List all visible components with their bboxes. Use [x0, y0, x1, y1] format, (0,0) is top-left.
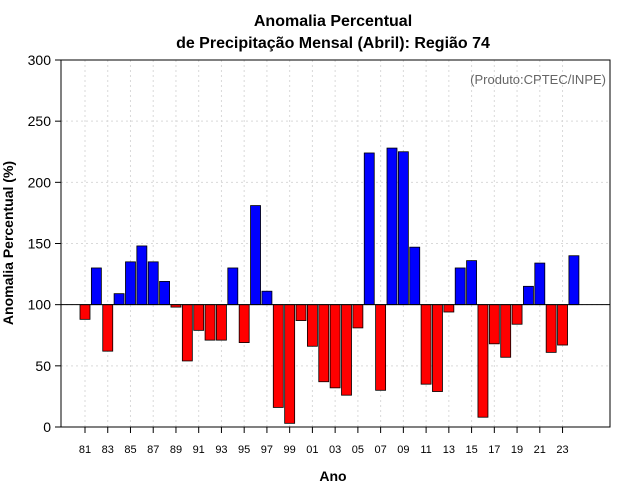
bar-96: [250, 205, 261, 306]
bar-82: [90, 267, 102, 306]
bars-group: [79, 147, 580, 424]
bar-87: [147, 261, 159, 306]
bar-81: [79, 304, 91, 320]
bar-07: [375, 304, 387, 391]
bar-10: [409, 246, 421, 306]
bar-00: [295, 304, 307, 321]
x-tick-label-05: 05: [352, 444, 364, 456]
x-tick-label-91: 91: [193, 444, 205, 456]
bar-84: [113, 293, 125, 306]
bar-99: [284, 304, 296, 424]
x-tick-label-81: 81: [79, 444, 91, 456]
x-tick-label-19: 19: [511, 444, 523, 456]
bar-91: [193, 304, 205, 331]
x-axis: 81 83 85 87 89 91 93 95 97 99 01 03 05 07 09 11 13 15 17 19…: [79, 427, 569, 456]
x-tick-label-93: 93: [215, 444, 227, 456]
bar-18: [500, 304, 512, 358]
bar-13: [443, 304, 455, 313]
x-tick-label-97: 97: [261, 444, 273, 456]
y-axis: 0 50 100 150 200 250 300: [28, 52, 61, 435]
bar-02: [318, 304, 330, 383]
x-tick-label-99: 99: [284, 444, 296, 456]
bar-06: [363, 152, 375, 306]
x-tick-label-15: 15: [465, 444, 477, 456]
y-tick-label-250: 250: [28, 113, 52, 129]
bar-15: [466, 260, 477, 306]
x-tick-label-09: 09: [397, 444, 409, 456]
bar-03: [329, 304, 341, 389]
bar-88: [159, 281, 170, 306]
credit-label: (Produto:CPTEC/INPE): [470, 72, 606, 87]
bar-05: [352, 304, 364, 329]
bar-19: [511, 304, 523, 325]
bar-11: [420, 304, 432, 385]
y-tick-label-200: 200: [28, 174, 52, 190]
bar-97: [261, 290, 273, 306]
chart-subtitle: de Precipitação Mensal (Abril): Região 7…: [176, 35, 490, 52]
x-tick-label-07: 07: [374, 444, 386, 456]
x-tick-label-83: 83: [102, 444, 114, 456]
bar-85: [125, 261, 136, 306]
bar-83: [102, 304, 114, 352]
bar-16: [477, 304, 489, 418]
y-tick-label-300: 300: [28, 52, 52, 68]
bar-24: [568, 255, 580, 306]
x-tick-label-95: 95: [238, 444, 250, 456]
chart-title: Anomalia Percentual: [254, 13, 412, 30]
bar-95: [238, 304, 250, 343]
bar-22: [545, 304, 557, 353]
bar-94: [227, 267, 239, 306]
y-tick-label-0: 0: [43, 419, 51, 435]
x-tick-label-01: 01: [306, 444, 318, 456]
bar-20: [523, 285, 534, 306]
bar-23: [557, 304, 568, 346]
bar-86: [136, 245, 148, 306]
x-axis-title: Ano: [319, 468, 346, 484]
x-tick-label-89: 89: [170, 444, 182, 456]
bar-08: [386, 147, 398, 306]
y-tick-label-100: 100: [28, 297, 52, 313]
x-tick-label-21: 21: [534, 444, 546, 456]
bar-98: [272, 304, 284, 408]
bar-04: [341, 304, 352, 396]
bar-09: [397, 151, 409, 306]
x-tick-label-85: 85: [124, 444, 136, 456]
bar-17: [488, 304, 500, 345]
x-tick-label-23: 23: [556, 444, 568, 456]
bar-21: [534, 262, 546, 306]
y-axis-title: Anomalia Percentual (%): [0, 161, 16, 325]
bar-14: [454, 267, 466, 306]
bar-01: [306, 304, 318, 347]
bar-12: [432, 304, 443, 392]
y-tick-label-50: 50: [35, 358, 51, 374]
x-tick-label-13: 13: [443, 444, 455, 456]
bar-92: [204, 304, 216, 341]
x-tick-label-87: 87: [147, 444, 159, 456]
x-tick-label-11: 11: [420, 444, 431, 456]
x-tick-label-03: 03: [329, 444, 341, 456]
bar-93: [216, 304, 227, 341]
y-tick-label-150: 150: [28, 236, 52, 252]
x-tick-label-17: 17: [488, 444, 500, 456]
bar-90: [181, 304, 193, 362]
